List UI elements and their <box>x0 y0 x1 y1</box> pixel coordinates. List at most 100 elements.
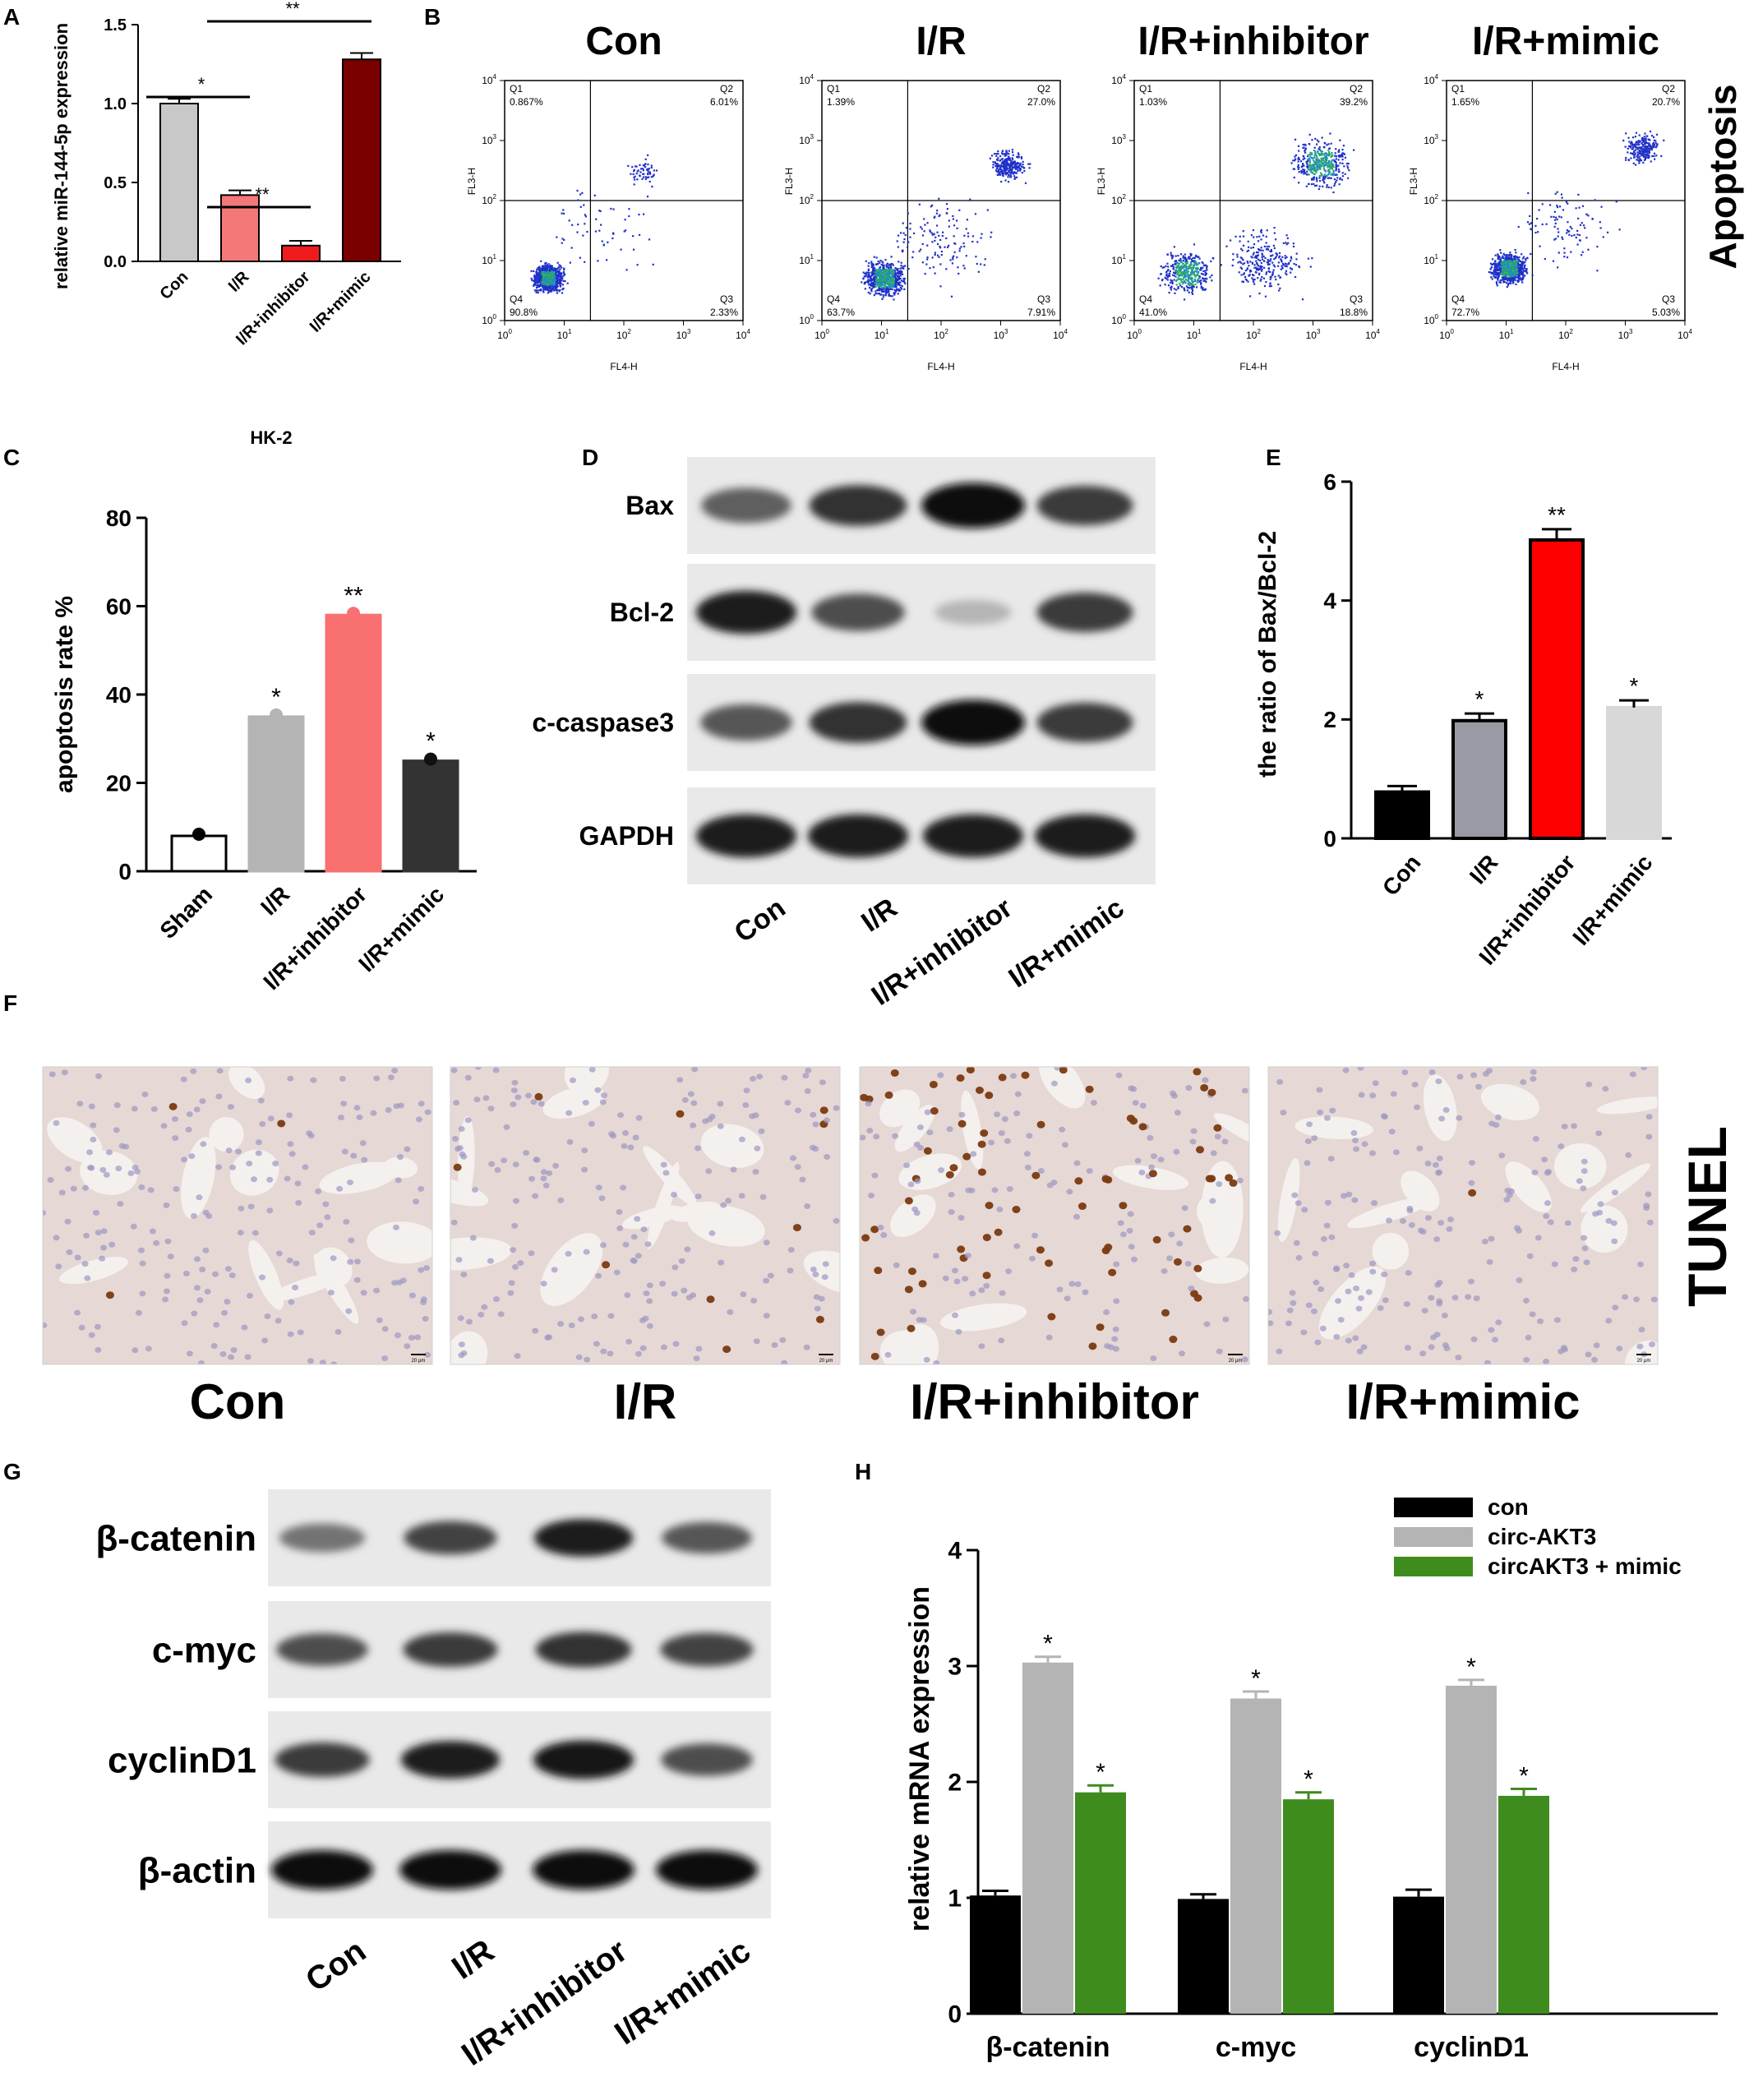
event-dot <box>560 272 563 275</box>
event-dot <box>1306 165 1308 168</box>
event-dot <box>1240 261 1243 264</box>
bar <box>402 759 459 873</box>
event-dot <box>541 265 544 267</box>
event-dot <box>939 214 941 216</box>
event-dot <box>997 169 999 173</box>
event-dot <box>1318 175 1321 178</box>
event-dot <box>1502 252 1505 256</box>
event-dot <box>1191 273 1193 276</box>
event-dot <box>939 285 942 288</box>
event-dot <box>1333 182 1336 185</box>
event-dot <box>1506 286 1508 288</box>
event-dot <box>561 277 564 280</box>
event-dot <box>1020 157 1023 159</box>
event-dot <box>1502 279 1505 282</box>
event-dot <box>642 164 645 167</box>
event-dot <box>1184 278 1187 281</box>
event-dot <box>1250 256 1253 258</box>
x-decade-exponent: 0 <box>825 328 829 335</box>
nucleus <box>275 1250 283 1257</box>
flow-x-axis-label: FL4-H <box>927 361 954 372</box>
event-dot <box>560 276 563 279</box>
event-dot <box>556 276 558 279</box>
event-dot <box>1304 150 1306 152</box>
nucleus <box>53 1119 60 1126</box>
event-dot <box>1515 283 1517 286</box>
event-dot <box>1264 295 1267 298</box>
event-dot <box>556 270 559 273</box>
event-dot <box>886 291 888 294</box>
event-dot <box>1000 180 1003 183</box>
event-dot <box>901 285 903 288</box>
event-dot <box>1645 139 1647 141</box>
event-dot <box>936 254 939 256</box>
event-dot <box>884 292 888 295</box>
event-dot <box>1653 145 1655 148</box>
event-dot <box>561 284 564 286</box>
nucleus <box>117 1201 124 1207</box>
event-dot <box>1496 272 1498 275</box>
event-dot <box>1514 279 1516 282</box>
event-dot <box>1329 171 1331 173</box>
event-dot <box>1514 259 1516 261</box>
event-dot <box>1521 265 1523 268</box>
nucleus <box>481 1304 488 1310</box>
event-dot <box>1497 262 1499 265</box>
event-dot <box>537 267 539 270</box>
event-dot <box>552 271 556 274</box>
event-dot <box>1178 262 1181 265</box>
event-dot <box>1315 177 1318 179</box>
event-dot <box>636 264 639 266</box>
event-dot <box>1517 275 1520 277</box>
event-dot <box>1633 155 1636 158</box>
event-dot <box>907 212 910 215</box>
event-dot <box>898 279 900 281</box>
event-dot <box>888 291 890 293</box>
event-dot <box>1265 273 1267 275</box>
nucleus <box>625 1338 633 1345</box>
event-dot <box>1193 256 1196 260</box>
event-dot <box>1527 192 1530 195</box>
event-dot <box>1494 273 1497 275</box>
event-dot <box>1013 160 1015 164</box>
event-dot <box>564 273 566 276</box>
event-dot <box>1627 147 1629 150</box>
event-dot <box>890 281 893 284</box>
event-dot <box>912 232 916 235</box>
event-dot <box>1004 166 1007 168</box>
event-dot <box>1330 142 1332 145</box>
y-tick-label: 0 <box>118 859 132 884</box>
event-dot <box>561 242 563 244</box>
event-dot <box>893 279 895 283</box>
event-dot <box>549 276 552 279</box>
nucleus <box>204 1288 211 1295</box>
nucleus <box>779 1336 787 1343</box>
event-dot <box>1333 159 1336 162</box>
event-dot <box>1186 279 1188 282</box>
event-dot <box>1179 274 1182 277</box>
event-dot <box>1009 163 1012 166</box>
event-dot <box>1165 270 1168 274</box>
event-dot <box>550 284 553 287</box>
event-dot <box>1022 166 1025 169</box>
event-dot <box>554 279 556 281</box>
event-dot <box>926 256 929 259</box>
event-dot <box>883 271 885 274</box>
tunel-positive-nucleus <box>277 1119 286 1128</box>
event-dot <box>896 275 899 277</box>
x-decade-exponent: 4 <box>1376 328 1380 335</box>
event-dot <box>544 267 547 270</box>
event-dot <box>1501 268 1504 271</box>
event-dot <box>874 270 876 272</box>
event-dot <box>1511 275 1513 277</box>
event-dot <box>1324 160 1327 164</box>
event-dot <box>551 273 554 275</box>
event-dot <box>1314 137 1317 140</box>
event-dot <box>1229 239 1232 242</box>
event-dot <box>879 276 881 279</box>
event-dot <box>1587 215 1590 217</box>
event-dot <box>875 279 878 282</box>
event-dot <box>1302 168 1304 171</box>
x-decade-exponent: 2 <box>627 328 631 335</box>
event-dot <box>1166 270 1169 272</box>
